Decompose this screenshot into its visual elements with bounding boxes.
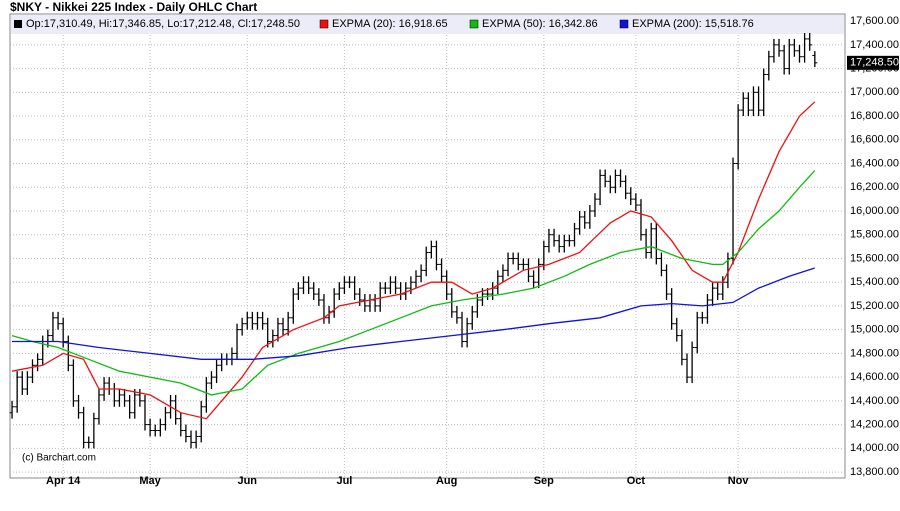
legend-entry: EXPMA (200): 15,518.76 xyxy=(632,18,754,30)
x-tick-label: Jun xyxy=(237,475,257,487)
legend-swatch xyxy=(619,19,629,29)
y-tick-label: 17,600.00 xyxy=(850,15,899,27)
y-tick-label: 16,400.00 xyxy=(850,157,899,169)
chart-title: $NKY - Nikkei 225 Index - Daily OHLC Cha… xyxy=(10,0,257,14)
x-tick-label: Jul xyxy=(336,475,352,487)
credit: (c) Barchart.com xyxy=(22,453,96,464)
y-tick-label: 15,800.00 xyxy=(850,229,899,241)
last-price-label: 17,248.50 xyxy=(850,57,899,69)
legend-entry: EXPMA (20): 16,918.65 xyxy=(332,18,448,30)
legend-strip xyxy=(11,15,844,34)
legend-swatch xyxy=(469,19,479,29)
y-tick-label: 13,800.00 xyxy=(850,466,899,478)
y-tick-label: 16,800.00 xyxy=(850,110,899,122)
x-tick-label: Apr 14 xyxy=(46,475,81,487)
legend-entry: Op:17,310.49, Hi:17,346.85, Lo:17,212.48… xyxy=(26,18,300,30)
y-tick-label: 14,000.00 xyxy=(850,442,899,454)
y-tick-label: 14,800.00 xyxy=(850,347,899,359)
legend-entry: EXPMA (50): 16,342.86 xyxy=(482,18,598,30)
y-tick-label: 15,200.00 xyxy=(850,300,899,312)
y-tick-label: 17,000.00 xyxy=(850,86,899,98)
x-tick-label: Oct xyxy=(627,475,646,487)
x-tick-label: Aug xyxy=(436,475,457,487)
y-tick-label: 15,600.00 xyxy=(850,252,899,264)
y-tick-label: 14,600.00 xyxy=(850,371,899,383)
last-price-box xyxy=(847,55,899,70)
ema-line xyxy=(12,267,816,360)
y-tick-label: 14,200.00 xyxy=(850,419,899,431)
x-tick-label: Nov xyxy=(728,475,750,487)
y-tick-label: 16,000.00 xyxy=(850,205,899,217)
y-tick-label: 16,200.00 xyxy=(850,181,899,193)
legend-swatch xyxy=(14,20,22,28)
x-tick-label: Sep xyxy=(534,475,554,487)
x-tick-label: May xyxy=(139,475,161,487)
ema-line xyxy=(11,101,816,420)
y-tick-label: 17,400.00 xyxy=(850,39,899,51)
y-tick-label: 16,600.00 xyxy=(850,134,899,146)
y-tick-label: 15,000.00 xyxy=(850,324,899,336)
ema-line xyxy=(11,170,816,396)
y-tick-label: 15,400.00 xyxy=(850,276,899,288)
y-tick-label: 14,400.00 xyxy=(850,395,899,407)
legend-swatch xyxy=(319,19,329,29)
